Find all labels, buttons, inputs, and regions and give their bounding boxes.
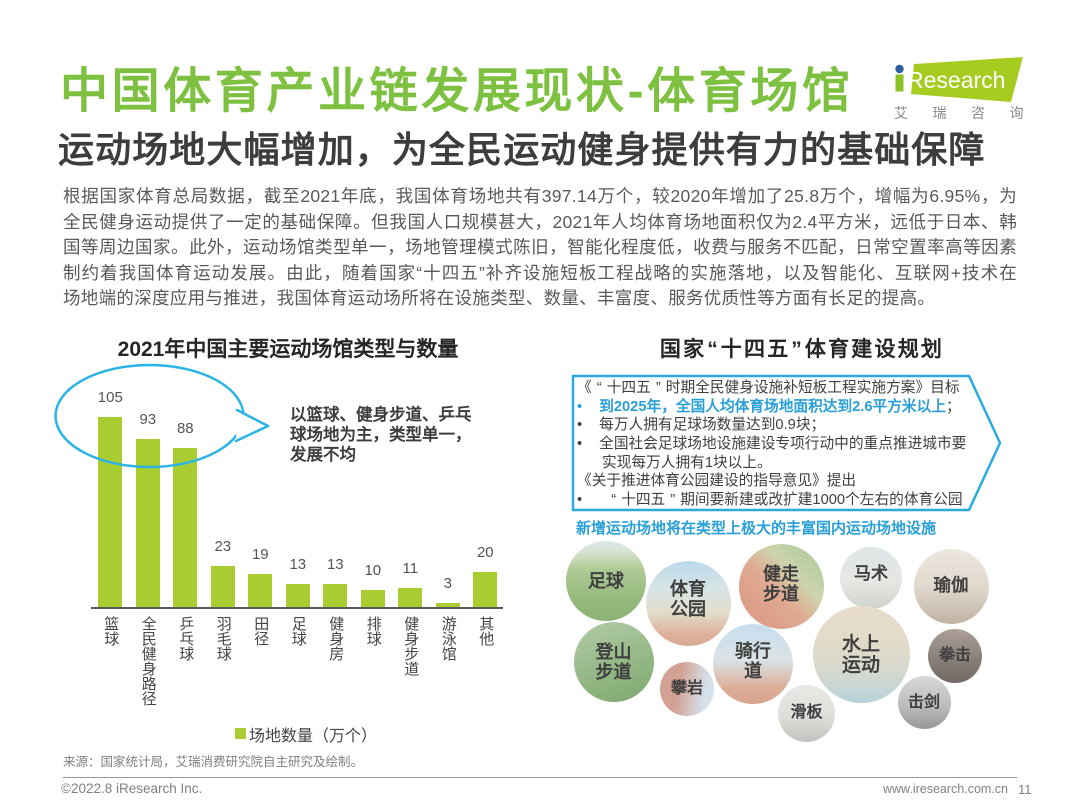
svg-text:Research: Research: [907, 67, 1005, 93]
svg-text:艾瑞咨询: 艾瑞咨询: [894, 105, 1034, 121]
